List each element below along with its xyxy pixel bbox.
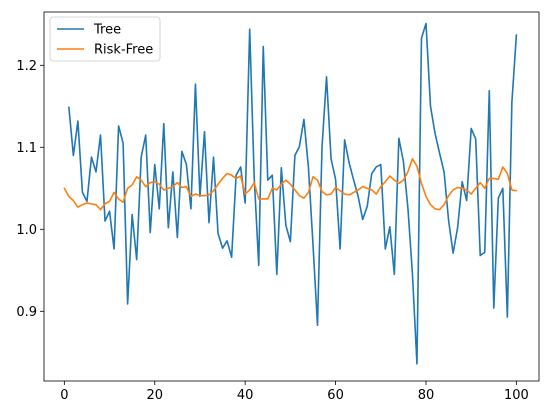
legend: Tree Risk-Free: [49, 16, 161, 62]
x-tick-label: 100: [504, 388, 529, 403]
y-tick-label: 0.9: [16, 305, 37, 320]
y-axis: 0.9 1.0 1.1 1.2: [16, 59, 44, 320]
x-tick-label: 20: [146, 388, 163, 403]
series-line-0: [68, 22, 518, 365]
y-tick-label: 1.1: [16, 141, 37, 156]
legend-label: Risk-Free: [94, 43, 153, 58]
plot-background: [44, 12, 539, 381]
x-tick-label: 60: [327, 388, 344, 403]
y-tick-label: 1.2: [16, 59, 37, 74]
series-line-1: [63, 157, 518, 211]
legend-box: [49, 16, 161, 62]
x-tick-label: 80: [418, 388, 435, 403]
x-tick-label: 40: [237, 388, 254, 403]
legend-label: Tree: [93, 23, 121, 38]
series-layer: [63, 22, 518, 365]
plot-frame: [43, 11, 540, 382]
y-tick-label: 1.0: [16, 223, 37, 238]
x-tick-label: 0: [60, 388, 68, 403]
x-axis: 0 20 40 60 80 100: [60, 381, 529, 403]
